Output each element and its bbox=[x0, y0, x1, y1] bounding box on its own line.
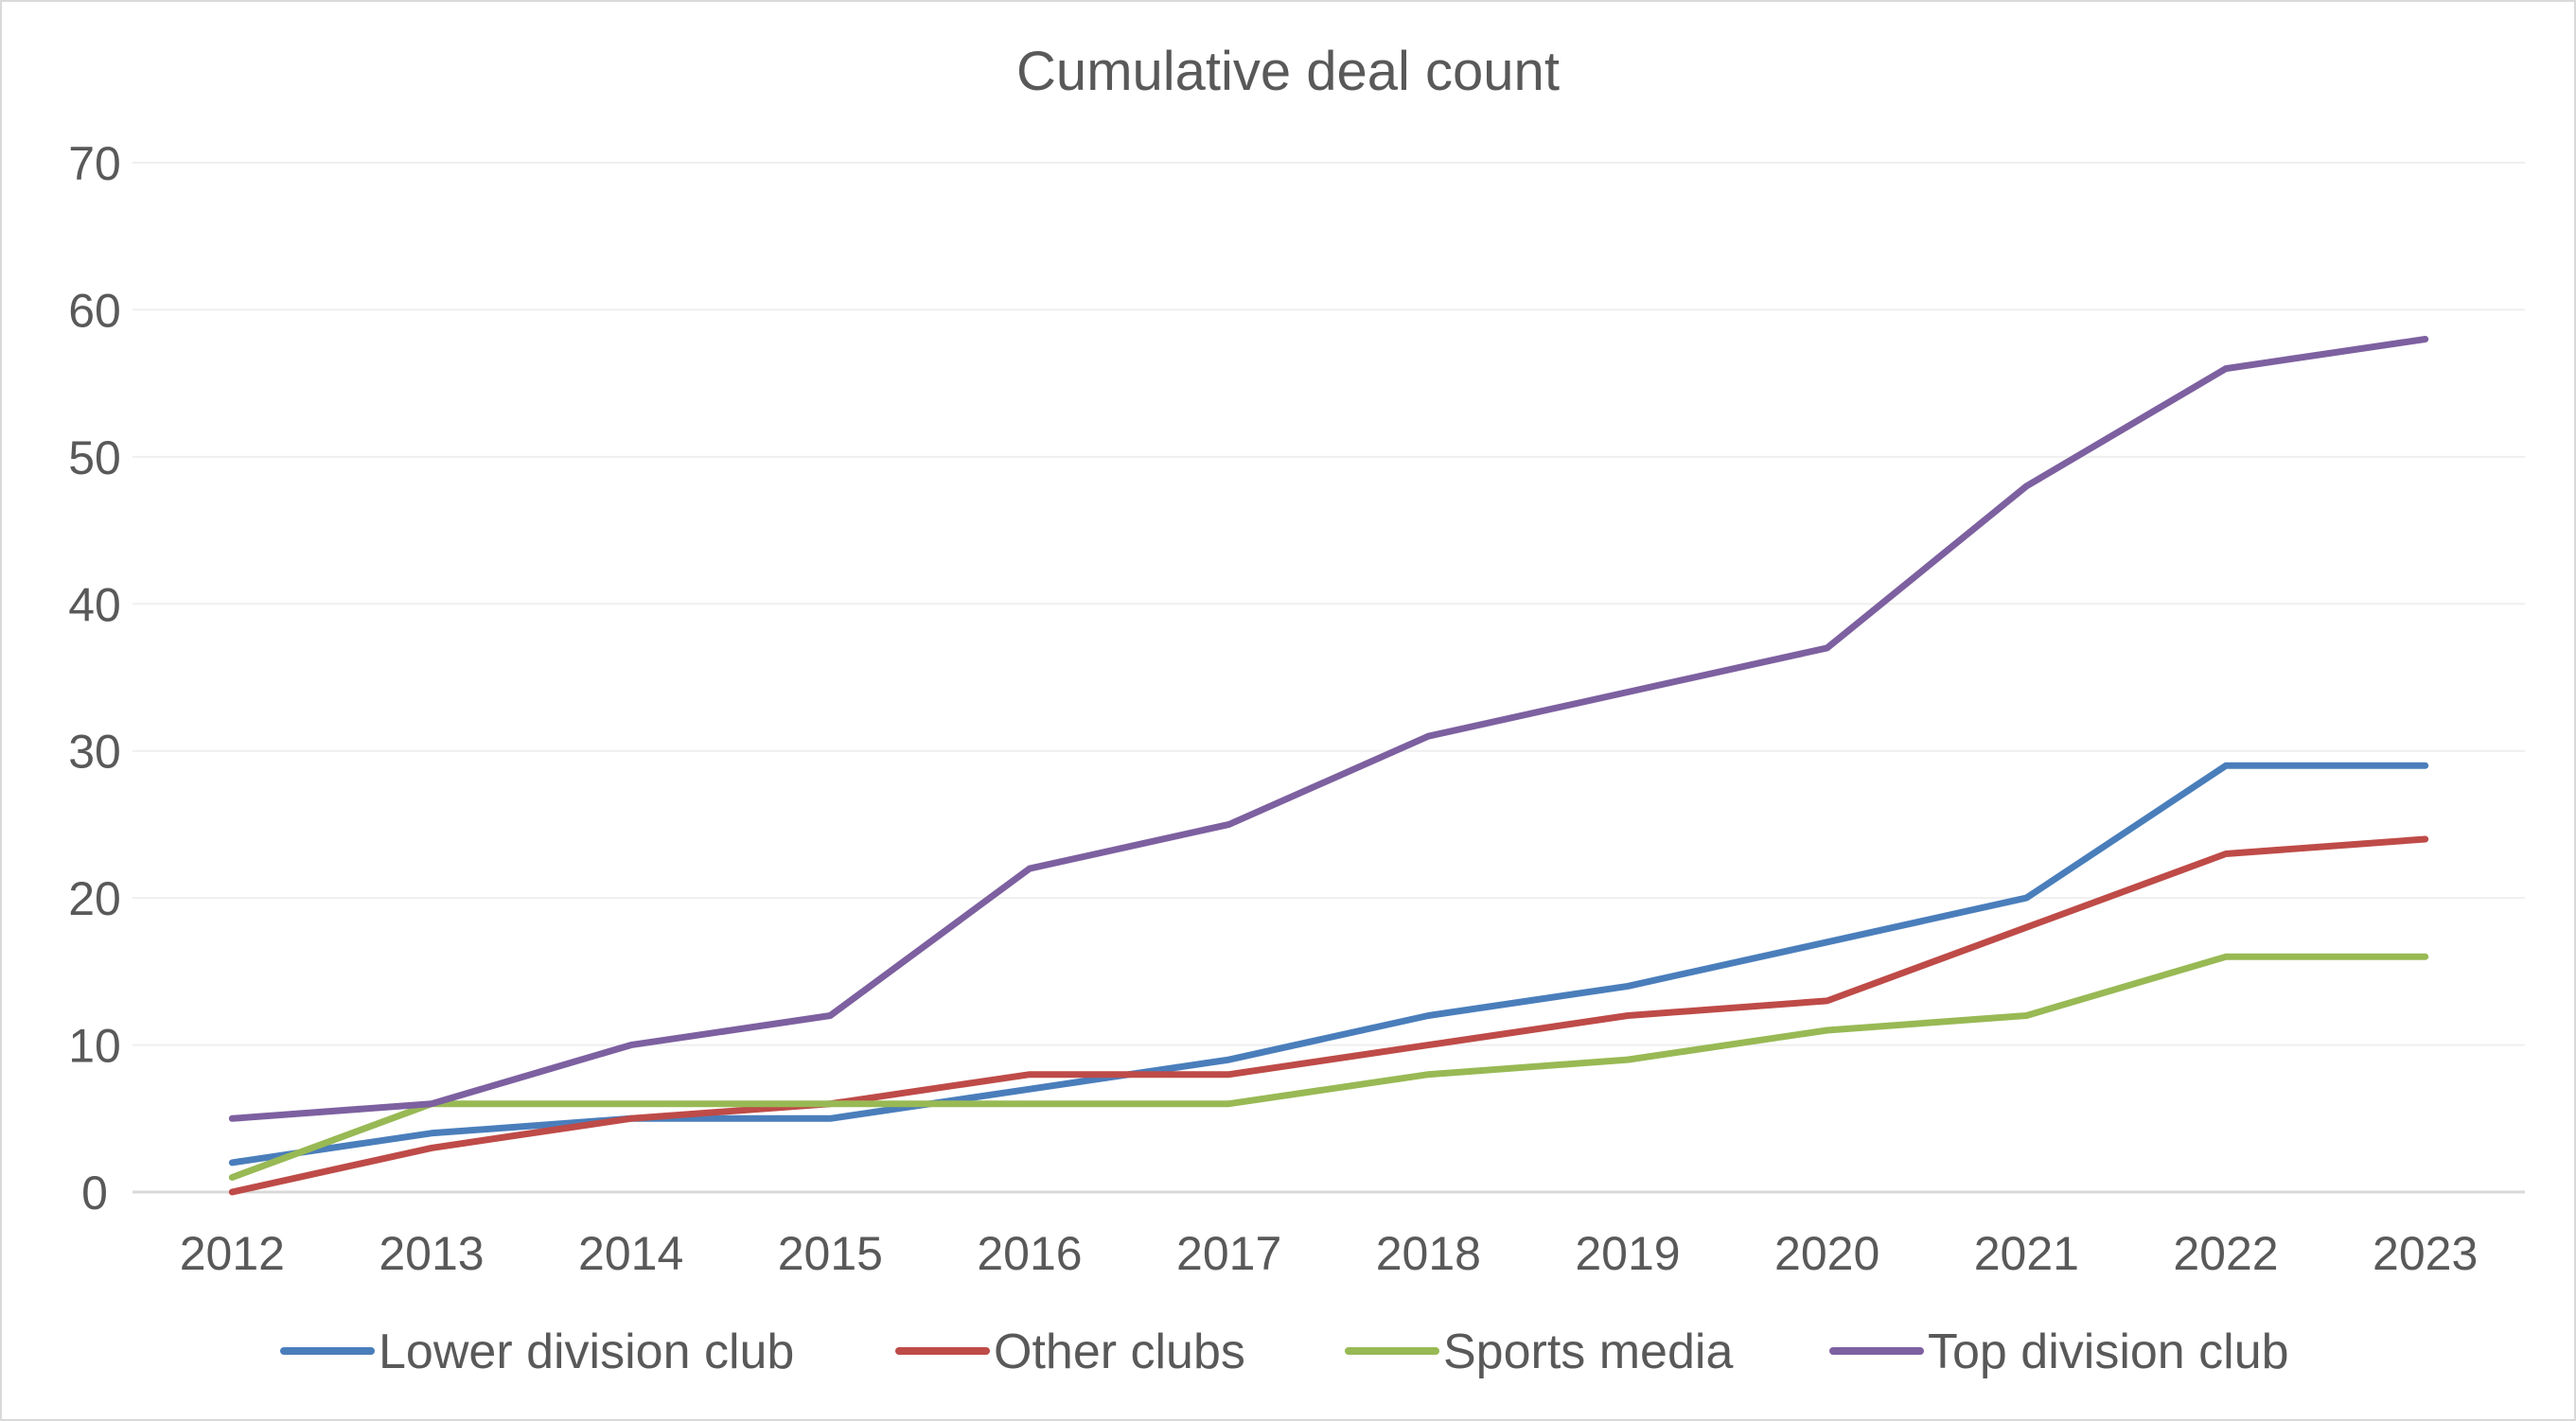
legend-label: Lower division club bbox=[379, 1325, 794, 1379]
legend-label: Sports media bbox=[1443, 1325, 1733, 1379]
x-tick-label: 2022 bbox=[2173, 1227, 2278, 1280]
legend: Lower division club Other clubs Sports med… bbox=[280, 1325, 2289, 1379]
y-tick-label: 0 bbox=[81, 1167, 108, 1219]
series-line-other-clubs bbox=[228, 835, 2429, 1196]
x-axis-ticks: 2012 2013 2014 2015 2016 2017 2018 2019 2020 2021… bbox=[180, 1227, 2479, 1280]
y-tick-label: 30 bbox=[68, 726, 121, 779]
legend-label: Top division club bbox=[1928, 1325, 2289, 1379]
series-line-sports-media bbox=[228, 953, 2429, 1181]
y-tick-label: 10 bbox=[68, 1020, 121, 1073]
x-tick-label: 2023 bbox=[2373, 1227, 2478, 1280]
x-tick-label: 2017 bbox=[1176, 1227, 1281, 1280]
x-tick-label: 2015 bbox=[778, 1227, 883, 1280]
x-tick-label: 2014 bbox=[578, 1227, 683, 1280]
y-tick-label: 60 bbox=[68, 284, 121, 337]
gridlines bbox=[132, 162, 2525, 1046]
x-tick-label: 2012 bbox=[180, 1227, 285, 1280]
x-tick-label: 2016 bbox=[977, 1227, 1082, 1280]
x-tick-label: 2018 bbox=[1376, 1227, 1481, 1280]
y-tick-label: 40 bbox=[68, 578, 121, 631]
y-tick-label: 20 bbox=[68, 872, 121, 925]
chart-title: Cumulative deal count bbox=[1016, 41, 1560, 102]
x-tick-label: 2021 bbox=[1974, 1227, 2079, 1280]
x-tick-label: 2020 bbox=[1774, 1227, 1879, 1280]
x-tick-label: 2019 bbox=[1575, 1227, 1680, 1280]
y-tick-label: 50 bbox=[68, 431, 121, 484]
y-tick-label: 70 bbox=[68, 137, 121, 190]
x-tick-label: 2013 bbox=[379, 1227, 484, 1280]
y-axis-ticks: 0 10 20 30 40 50 60 70 bbox=[68, 137, 121, 1219]
series-lines bbox=[228, 336, 2429, 1196]
legend-label: Other clubs bbox=[994, 1325, 1245, 1379]
series-line-top-division-club bbox=[228, 336, 2429, 1122]
